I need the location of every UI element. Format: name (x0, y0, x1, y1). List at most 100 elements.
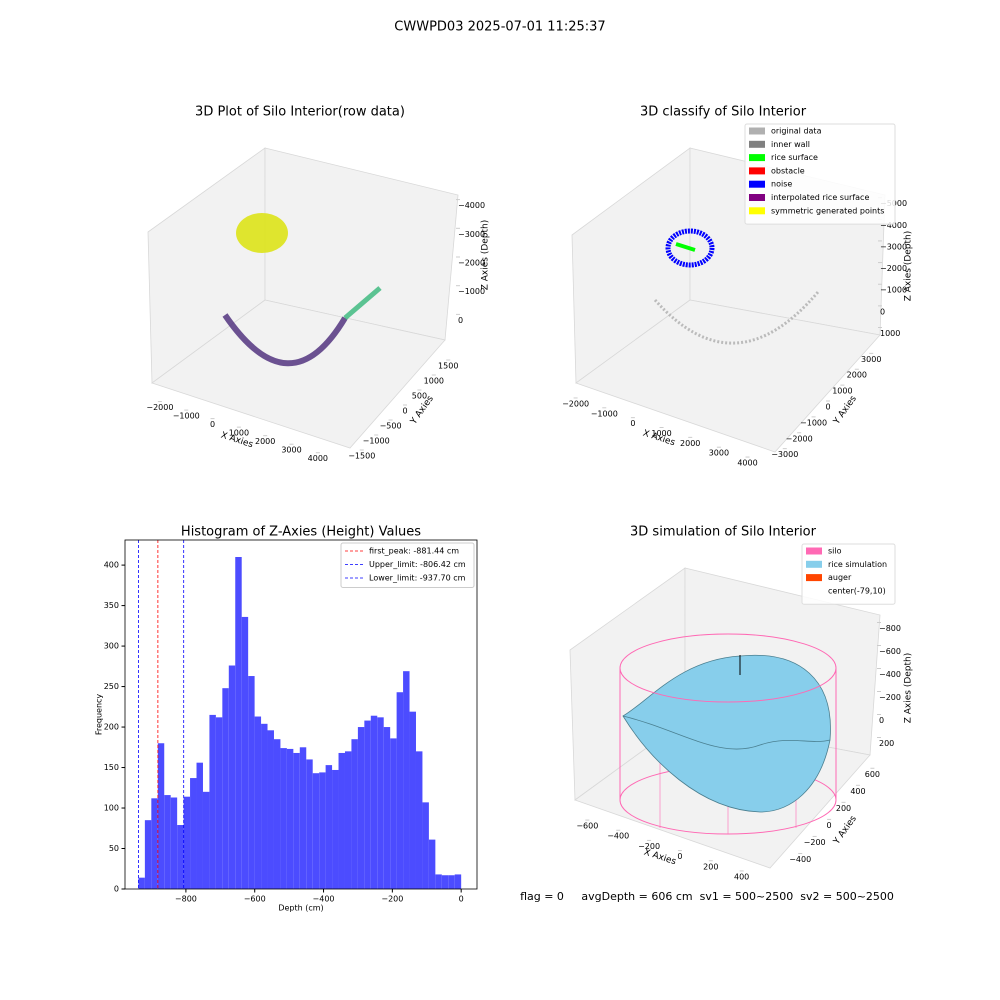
bar (338, 752, 345, 889)
bar (325, 765, 333, 889)
y-axis-label: Frequency (95, 694, 104, 736)
z-tick-label: 0 (880, 307, 885, 316)
legend-label: rice simulation (828, 560, 887, 569)
bar (312, 773, 320, 889)
bar (441, 875, 449, 889)
x-tick-label: −200 (638, 842, 660, 851)
y-tick-label: −200 (804, 838, 826, 847)
legend-label: original data (771, 127, 822, 136)
y-tick-label: 1500 (438, 362, 458, 371)
bar (299, 747, 307, 889)
legend-swatch (806, 560, 822, 568)
y-tick-label: 350 (104, 601, 119, 610)
bar (280, 748, 287, 889)
legend-label: auger (828, 573, 852, 582)
z-tick-label: −2000 (880, 264, 907, 273)
y-tick-label: 3000 (861, 355, 881, 364)
bar (428, 839, 436, 889)
bar (190, 778, 197, 889)
bar (370, 715, 378, 889)
legend-label: center(-79,10) (828, 586, 886, 595)
z-axis-label: Z Axies (Depth) (481, 220, 491, 291)
pane (575, 299, 881, 453)
y-tick-label: 150 (104, 763, 119, 772)
x-tick-label: −600 (576, 822, 598, 831)
z-tick-label: −4000 (458, 201, 485, 210)
y-tick-label: 0 (825, 403, 830, 412)
legend-label: inner wall (771, 140, 810, 149)
legend-label: silo (828, 547, 842, 556)
bar (351, 739, 358, 889)
legend-label: noise (771, 180, 792, 189)
x-tick-label: 4000 (737, 459, 757, 468)
plot-frame (124, 539, 478, 890)
z-tick-label: 0 (879, 716, 884, 725)
bar (222, 688, 229, 889)
y-tick-label: −500 (380, 422, 402, 431)
x-tick-label: −800 (175, 895, 197, 904)
x-tick-label: 3000 (281, 446, 301, 455)
x-tick-label: −600 (244, 895, 266, 904)
legend-box (801, 543, 896, 605)
legend-swatch (749, 154, 765, 162)
y-tick-label: 0 (402, 407, 407, 416)
bar (454, 874, 462, 889)
x-tick-label: 2000 (680, 439, 700, 448)
z-tick-label: −200 (879, 693, 901, 702)
z-tick-label: −400 (879, 670, 901, 679)
bar (422, 802, 429, 889)
legend-swatch (749, 180, 765, 188)
x-tick-label: 0 (210, 420, 215, 429)
x-tick-label: −1000 (591, 409, 618, 418)
chart-title: 3D simulation of Silo Interior (630, 525, 817, 540)
bar (267, 730, 274, 889)
y-tick-label: 1000 (424, 377, 444, 386)
legend-swatch (749, 127, 765, 135)
z-tick-label: −3000 (458, 230, 485, 239)
y-tick-label: 300 (104, 642, 119, 651)
legend-label: rice surface (771, 153, 818, 162)
bar (383, 727, 391, 889)
z-tick-label: −600 (879, 647, 901, 656)
x-tick-label: 1000 (651, 429, 671, 438)
x-tick-label: −400 (607, 832, 629, 841)
z-tick-label: −4000 (880, 221, 907, 230)
bar (448, 875, 455, 889)
bar (396, 692, 404, 889)
y-tick-label: −2000 (786, 434, 813, 443)
footer-text: flag = 0 avgDepth = 606 cm sv1 = 500~250… (520, 890, 894, 903)
legend-swatch (806, 547, 822, 555)
bar (390, 738, 397, 889)
legend-box (340, 542, 475, 588)
pane (151, 299, 446, 449)
y-tick-label: 50 (109, 844, 119, 853)
bar (286, 748, 294, 889)
y-tick-label: −3000 (771, 450, 798, 459)
bar (241, 616, 249, 889)
x-tick-label: −1000 (173, 412, 200, 421)
z-axis-label: Z Axies (Depth) (904, 231, 914, 302)
bar (248, 676, 255, 889)
bar (202, 791, 210, 889)
y-tick-label: 1000 (832, 387, 852, 396)
point-cloud (653, 291, 820, 345)
point-cloud (236, 213, 288, 253)
legend-swatch (806, 574, 822, 582)
x-tick-label: −400 (313, 895, 335, 904)
bar (196, 762, 203, 889)
point-cloud (675, 242, 696, 252)
rice-surface (622, 715, 831, 750)
chart-title: 3D Plot of Silo Interior(row data) (195, 105, 405, 120)
x-tick-label: 400 (734, 872, 749, 881)
legend-swatch (806, 587, 822, 595)
legend-label: interpolated rice surface (771, 193, 869, 202)
bar (170, 797, 178, 889)
bar (293, 752, 300, 889)
x-tick-label: 4000 (308, 454, 328, 463)
x-tick-label: 0 (630, 419, 635, 428)
bar (273, 739, 281, 889)
bar (144, 820, 152, 889)
y-tick-label: 400 (850, 787, 865, 796)
legend-label: first_peak: -881.44 cm (369, 547, 459, 556)
